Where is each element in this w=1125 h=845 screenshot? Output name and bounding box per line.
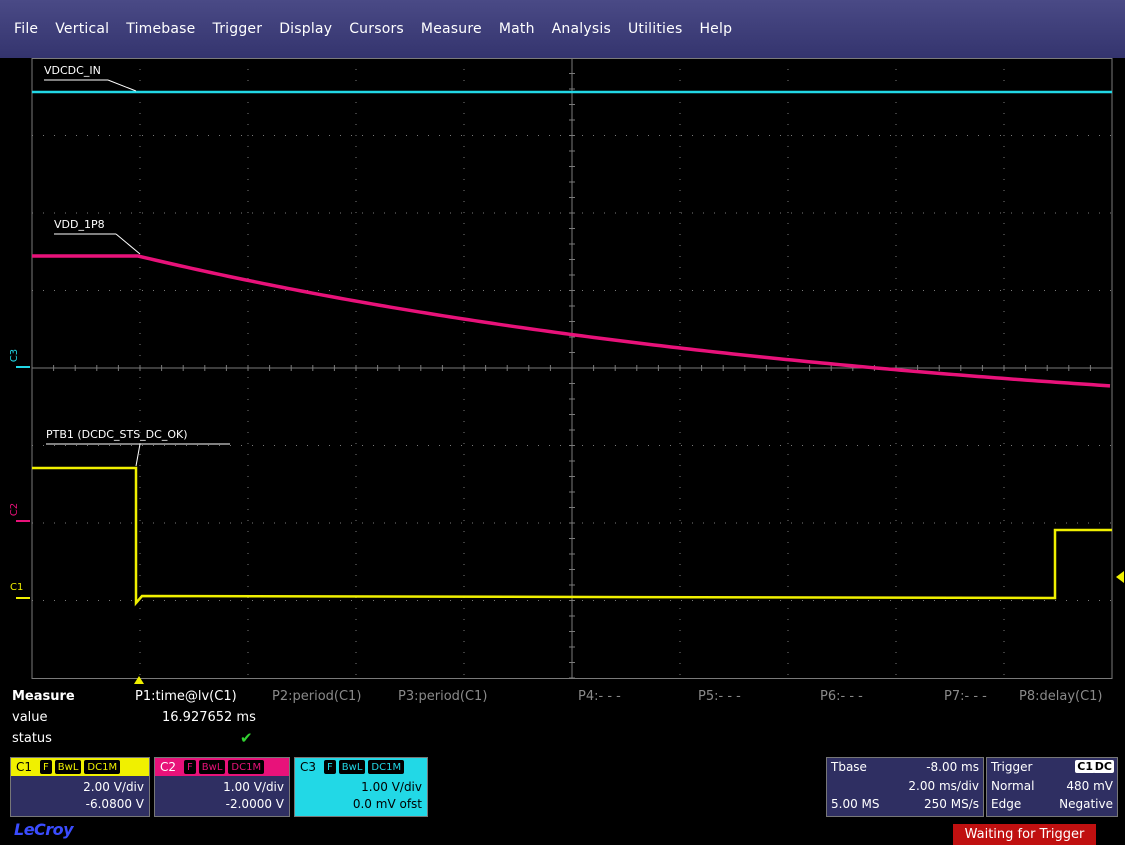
trace-label-vdd-1p8: VDD_1P8 [54,218,105,231]
measure-row-value: value [12,710,48,725]
menu-timebase[interactable]: Timebase [126,21,195,37]
timebase-label: Tbase [831,760,867,774]
waveform-grid [0,58,1125,685]
menu-trigger[interactable]: Trigger [213,21,263,37]
channel-c3-tag-f: F [324,760,336,774]
measure-p1-value: 16.927652 ms [162,710,256,725]
trigger-level-arrow [1116,571,1124,583]
channel-c2-tag-bwl: BwL [199,760,226,774]
measure-panel: Measure value status P1:time@lv(C1) P2:p… [0,685,1125,757]
acquisition-status: Waiting for Trigger [953,824,1096,845]
menu-measure[interactable]: Measure [421,21,482,37]
channel-c2-tag-f: F [184,760,196,774]
trigger-time-marker [134,676,144,684]
leader-line-c2 [116,234,140,254]
channel-c1-vdiv: 2.00 V/div [83,780,144,794]
channel-c3-tag-coupling: DC1M [368,760,404,774]
leader-line-c3 [108,80,136,91]
timebase-delay: -8.00 ms [926,760,979,774]
menu-vertical[interactable]: Vertical [55,21,109,37]
timebase-tdiv: 2.00 ms/div [908,779,979,793]
timebase-samples: 5.00 MS [831,797,880,811]
channel-c1-tag-f: F [40,760,52,774]
measure-param-p1[interactable]: P1:time@lv(C1) [135,689,237,704]
channel-box-c3-name: C3 [295,758,321,776]
timebase-rate: 250 MS/s [924,797,979,811]
channel-c2-offset: -2.0000 V [226,797,284,811]
channel-box-c3-header: C3 F BwL DC1M [295,758,427,776]
channel-c2-tag-coupling: DC1M [228,760,264,774]
channel-marker-c2[interactable]: C2 [9,503,20,516]
measure-param-p2[interactable]: P2:period(C1) [272,689,361,704]
trigger-level: 480 mV [1066,779,1113,793]
trace-label-vdcdc-in: VDCDC_IN [44,64,101,77]
channel-box-c2-header: C2 F BwL DC1M [155,758,289,776]
brand-logo: LeCroy [14,820,73,839]
channel-marker-c1[interactable]: C1 [10,582,23,593]
channel-c1-offset: -6.0800 V [86,797,144,811]
channel-c3-vdiv: 1.00 V/div [361,780,422,794]
channel-box-c2[interactable]: C2 F BwL DC1M 1.00 V/div -2.0000 V [154,757,290,817]
channel-box-c1[interactable]: C1 F BwL DC1M 2.00 V/div -6.0800 V [10,757,150,817]
channel-c1-tag-coupling: DC1M [84,760,120,774]
menu-cursors[interactable]: Cursors [349,21,404,37]
menu-display[interactable]: Display [279,21,332,37]
channel-c2-vdiv: 1.00 V/div [223,780,284,794]
checkmark-icon: ✔ [240,729,253,747]
channel-box-c2-name: C2 [155,758,181,776]
menu-bar: File Vertical Timebase Trigger Display C… [0,0,1125,58]
menu-help[interactable]: Help [699,21,732,37]
measure-title[interactable]: Measure [12,689,75,704]
trigger-mode: Normal [991,779,1034,793]
channel-box-c3[interactable]: C3 F BwL DC1M 1.00 V/div 0.0 mV ofst [294,757,428,817]
channel-box-c1-header: C1 F BwL DC1M [11,758,149,776]
trigger-slope: Negative [1059,797,1113,811]
measure-param-p3[interactable]: P3:period(C1) [398,689,487,704]
measure-param-p4[interactable]: P4:- - - [578,689,621,704]
trigger-type: Edge [991,797,1021,811]
leader-line-c1 [136,444,140,466]
measure-row-status: status [12,731,52,746]
measure-param-p7[interactable]: P7:- - - [944,689,987,704]
timebase-box[interactable]: Tbase -8.00 ms 2.00 ms/div 5.00 MS 250 M… [826,757,984,817]
trigger-label: Trigger [991,760,1032,774]
trigger-coupling: DC [1093,760,1114,773]
channel-c3-tag-bwl: BwL [339,760,366,774]
channel-marker-c3[interactable]: C3 [9,349,20,362]
trace-label-ptb1: PTB1 (DCDC_STS_DC_OK) [46,428,188,441]
waveform-display[interactable]: VDCDC_IN VDD_1P8 PTB1 (DCDC_STS_DC_OK) C… [0,58,1125,685]
menu-math[interactable]: Math [499,21,535,37]
measure-param-p5[interactable]: P5:- - - [698,689,741,704]
menu-utilities[interactable]: Utilities [628,21,683,37]
trigger-box[interactable]: Trigger C1 DC Normal 480 mV Edge Negativ… [986,757,1118,817]
channel-box-c1-name: C1 [11,758,37,776]
measure-param-p8[interactable]: P8:delay(C1) [1019,689,1103,704]
measure-param-p6[interactable]: P6:- - - [820,689,863,704]
channel-c3-offset: 0.0 mV ofst [353,797,422,811]
menu-file[interactable]: File [14,21,38,37]
menu-analysis[interactable]: Analysis [552,21,611,37]
channel-c1-tag-bwl: BwL [55,760,82,774]
